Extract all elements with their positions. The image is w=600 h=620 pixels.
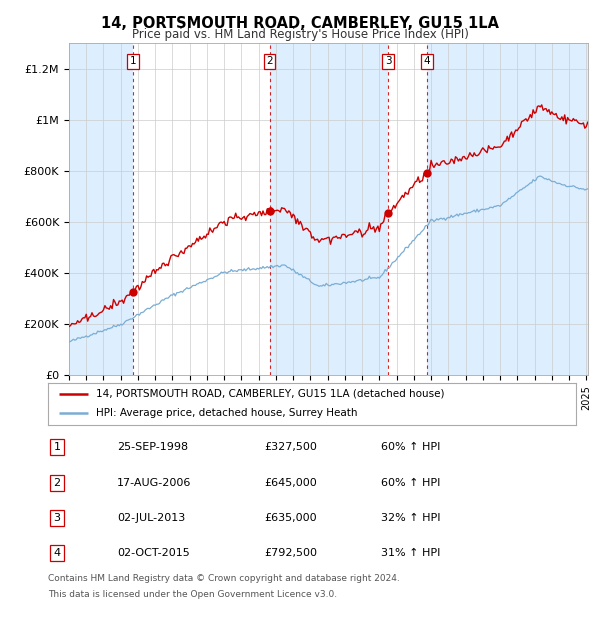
Text: 2: 2 (53, 477, 61, 488)
Text: HPI: Average price, detached house, Surrey Heath: HPI: Average price, detached house, Surr… (95, 409, 357, 419)
Text: This data is licensed under the Open Government Licence v3.0.: This data is licensed under the Open Gov… (48, 590, 337, 599)
Text: 31% ↑ HPI: 31% ↑ HPI (381, 548, 440, 559)
Text: 14, PORTSMOUTH ROAD, CAMBERLEY, GU15 1LA (detached house): 14, PORTSMOUTH ROAD, CAMBERLEY, GU15 1LA… (95, 389, 444, 399)
Text: 1: 1 (130, 56, 137, 66)
Text: 3: 3 (385, 56, 391, 66)
Text: 3: 3 (53, 513, 61, 523)
Text: £645,000: £645,000 (264, 477, 317, 488)
Bar (69, 43, 133, 375)
Text: £635,000: £635,000 (264, 513, 317, 523)
Text: 60% ↑ HPI: 60% ↑ HPI (381, 477, 440, 488)
Text: 25-SEP-1998: 25-SEP-1998 (117, 442, 188, 453)
Text: 4: 4 (53, 548, 61, 559)
Text: £327,500: £327,500 (264, 442, 317, 453)
Text: 1: 1 (53, 442, 61, 453)
Text: 02-OCT-2015: 02-OCT-2015 (117, 548, 190, 559)
Bar (269, 43, 388, 375)
Text: 17-AUG-2006: 17-AUG-2006 (117, 477, 191, 488)
Text: Price paid vs. HM Land Registry's House Price Index (HPI): Price paid vs. HM Land Registry's House … (131, 28, 469, 41)
Text: 60% ↑ HPI: 60% ↑ HPI (381, 442, 440, 453)
Text: Contains HM Land Registry data © Crown copyright and database right 2024.: Contains HM Land Registry data © Crown c… (48, 574, 400, 583)
Text: 02-JUL-2013: 02-JUL-2013 (117, 513, 185, 523)
Text: 2: 2 (266, 56, 273, 66)
Text: 4: 4 (424, 56, 430, 66)
Text: 32% ↑ HPI: 32% ↑ HPI (381, 513, 440, 523)
Text: 14, PORTSMOUTH ROAD, CAMBERLEY, GU15 1LA: 14, PORTSMOUTH ROAD, CAMBERLEY, GU15 1LA (101, 16, 499, 30)
Bar (427, 43, 588, 375)
Text: £792,500: £792,500 (264, 548, 317, 559)
